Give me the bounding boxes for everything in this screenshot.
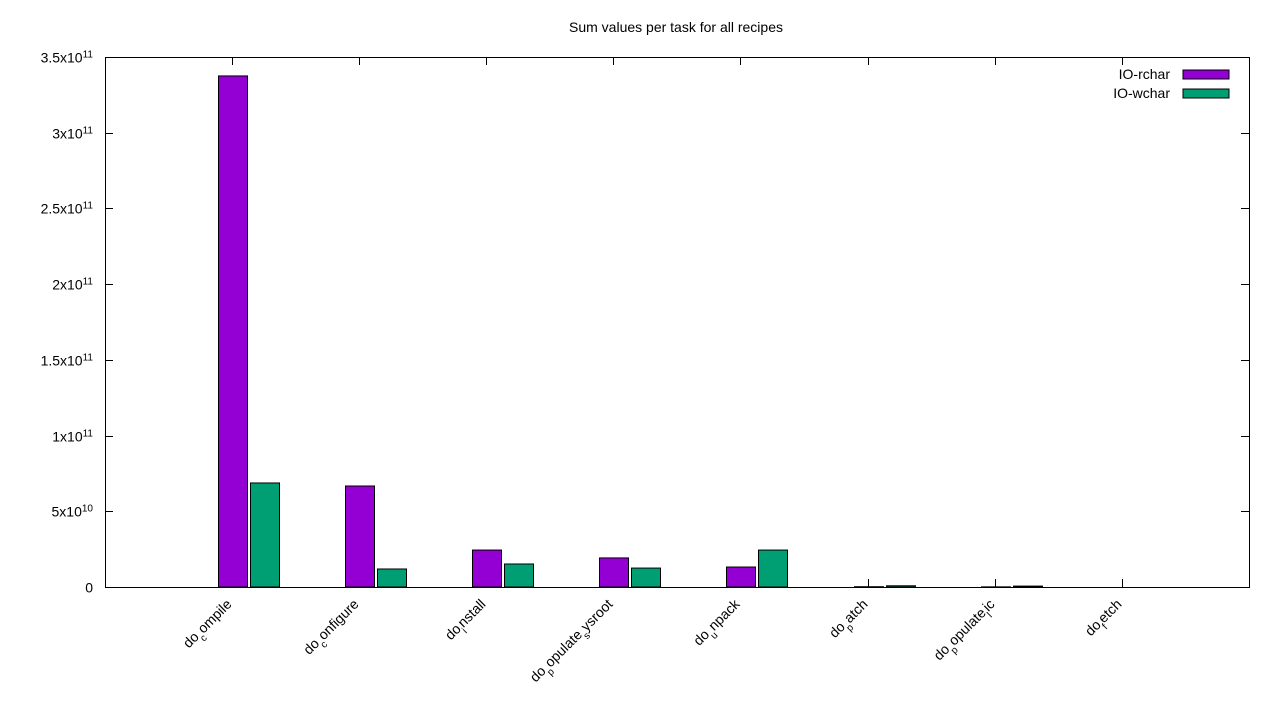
- y-tick-label: 3x1011: [52, 125, 93, 142]
- y-tick-label-part: 1x10: [52, 429, 83, 445]
- bar: [218, 75, 248, 588]
- legend-swatch: [1182, 88, 1230, 99]
- y-tick-label-part: 3x10: [52, 126, 83, 142]
- y-tick-label-part: 11: [83, 276, 94, 287]
- y-tick-label: 3.5x1011: [41, 49, 94, 66]
- bar: [758, 549, 788, 588]
- x-tick-label-part: l: [985, 610, 994, 619]
- bar: [250, 482, 280, 588]
- x-tick-label-part: u: [708, 630, 720, 642]
- y-tick-label: 5x1010: [52, 503, 94, 520]
- x-tick-label-part: c: [318, 639, 329, 650]
- bar: [631, 567, 661, 588]
- y-tick-label-part: 1.5x10: [41, 353, 83, 369]
- y-tick-label: 1x1011: [52, 428, 93, 445]
- y-tick-label-part: 3.5x10: [41, 50, 83, 66]
- bar: [726, 566, 756, 588]
- x-tick-label-part: i: [460, 626, 469, 635]
- y-tick-label: 2x1011: [52, 276, 93, 293]
- y-tick-label: 1.5x1011: [41, 352, 94, 369]
- legend-label: IO-rchar: [1119, 66, 1171, 82]
- y-tick-label-part: 11: [83, 200, 94, 211]
- plot-frame: [105, 57, 1250, 588]
- y-tick-label-part: 11: [83, 125, 94, 136]
- y-tick-label-part: 2x10: [52, 277, 83, 293]
- bar: [345, 485, 375, 588]
- y-tick-label-part: 11: [83, 428, 94, 439]
- x-tick-label-part: c: [198, 632, 209, 643]
- y-tick-label: 0: [85, 580, 93, 596]
- bar: [472, 549, 502, 588]
- x-tick-label-part: s: [581, 630, 592, 641]
- y-tick-label-part: 11: [83, 49, 94, 60]
- y-tick-label-part: 2.5x10: [41, 201, 83, 217]
- bar: [886, 585, 916, 588]
- bar: [1013, 585, 1043, 588]
- bar: [504, 563, 534, 588]
- legend-label: IO-wchar: [1113, 85, 1170, 101]
- y-tick-label-part: 11: [83, 352, 94, 363]
- x-tick-label: dofetch: [1082, 596, 1129, 643]
- y-tick-label-part: 5x10: [52, 504, 83, 520]
- y-tick-label-part: 10: [82, 503, 94, 514]
- x-tick-label-part: f: [1100, 622, 1110, 632]
- y-tick-label: 2.5x1011: [41, 200, 94, 217]
- chart-title: Sum values per task for all recipes: [569, 19, 783, 35]
- legend-swatch: [1182, 69, 1230, 80]
- bar: [599, 557, 629, 588]
- bar: [377, 568, 407, 588]
